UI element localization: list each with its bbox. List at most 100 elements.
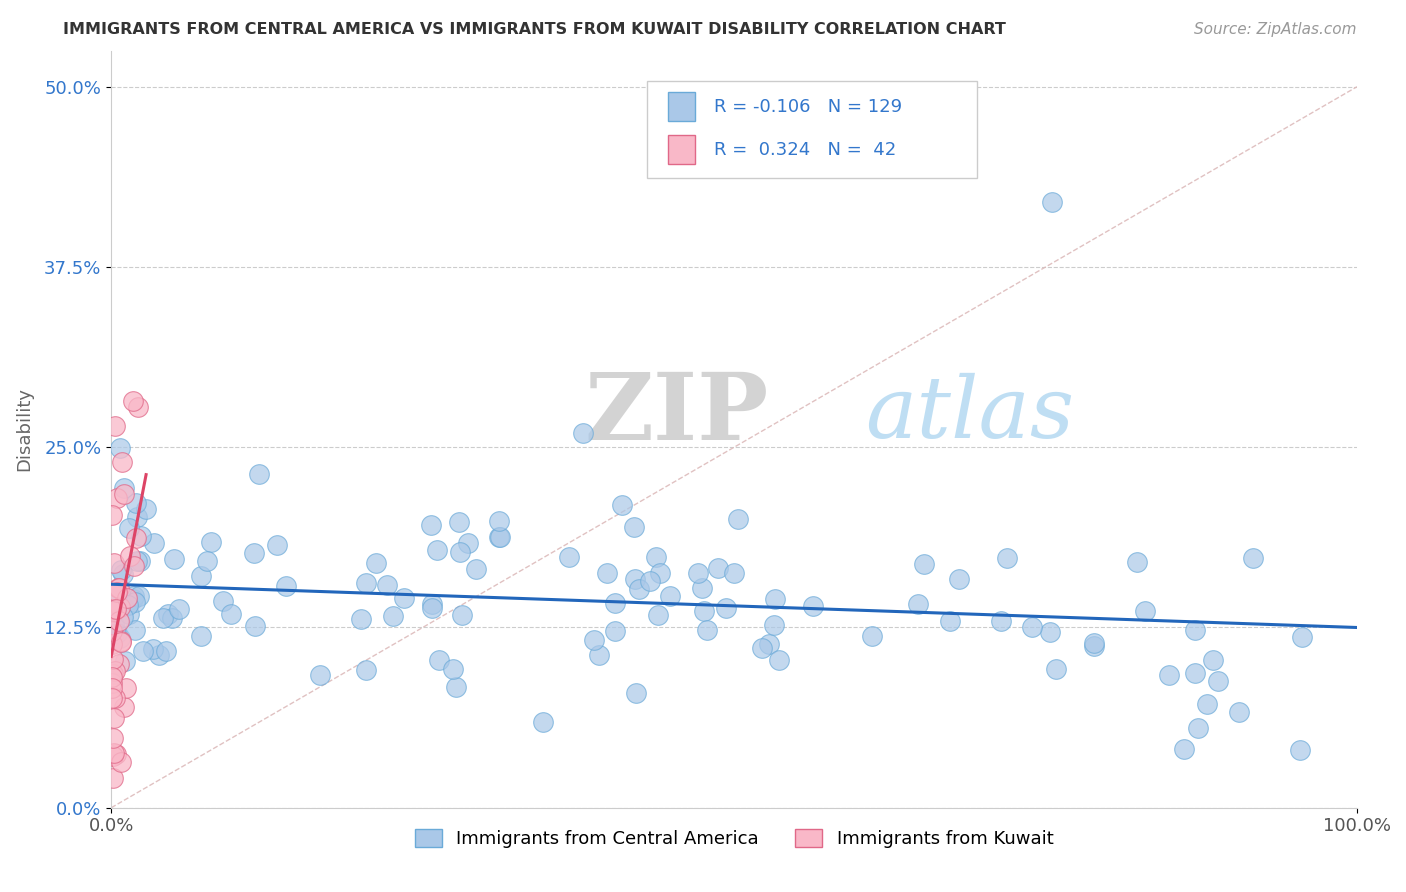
Point (444, 681, 467, 695)
Point (457, 536, 479, 550)
Point (127, 554, 149, 568)
FancyBboxPatch shape (647, 81, 977, 178)
Point (103, 604, 125, 618)
Point (624, 685, 647, 699)
Point (990, 614, 1012, 628)
Point (686, 566, 709, 580)
Point (465, 562, 488, 576)
Point (763, 592, 786, 607)
Point (1202, 653, 1225, 667)
Point (1021, 620, 1043, 634)
Point (1291, 630, 1313, 644)
Point (148, 648, 170, 663)
Point (101, 637, 124, 651)
Point (605, 596, 627, 610)
Point (640, 574, 662, 588)
Point (628, 582, 651, 597)
Point (124, 623, 146, 637)
Point (103, 664, 125, 678)
Point (219, 607, 242, 622)
Point (101, 690, 124, 705)
Bar (668, 136, 696, 164)
Point (449, 516, 471, 530)
Point (101, 624, 124, 639)
Text: ZIP: ZIP (585, 369, 769, 459)
Text: Source: ZipAtlas.com: Source: ZipAtlas.com (1194, 22, 1357, 37)
Point (111, 566, 134, 581)
Point (420, 597, 443, 611)
Text: atlas: atlas (865, 373, 1074, 456)
Point (1040, 195, 1063, 210)
Point (103, 616, 125, 631)
Point (200, 535, 222, 549)
Point (1195, 698, 1218, 712)
Point (489, 530, 512, 544)
Point (108, 615, 131, 629)
Point (382, 609, 405, 624)
Point (101, 652, 124, 666)
Point (1125, 555, 1147, 569)
Point (110, 755, 132, 769)
Point (212, 594, 235, 608)
Point (134, 501, 156, 516)
Point (128, 589, 150, 603)
Point (101, 670, 124, 684)
Point (103, 586, 125, 600)
Point (132, 644, 155, 658)
Point (105, 585, 128, 599)
Point (195, 554, 218, 568)
Bar (668, 92, 696, 121)
Point (163, 552, 186, 566)
Point (377, 578, 399, 592)
Point (108, 657, 131, 671)
Point (127, 510, 149, 524)
Point (588, 648, 610, 662)
Point (650, 566, 672, 580)
Point (114, 681, 136, 696)
Point (125, 496, 148, 510)
Point (596, 566, 619, 581)
Point (364, 556, 387, 570)
Point (103, 746, 125, 760)
Point (112, 486, 135, 500)
Point (101, 601, 124, 615)
Point (693, 604, 716, 618)
Point (1133, 604, 1156, 618)
Point (112, 699, 135, 714)
Point (658, 590, 681, 604)
Point (723, 566, 745, 580)
Point (907, 597, 929, 611)
Point (167, 602, 190, 616)
Point (690, 581, 713, 595)
Point (647, 607, 669, 622)
Point (449, 545, 471, 559)
Point (1187, 722, 1209, 736)
Point (1184, 624, 1206, 638)
Point (103, 627, 125, 641)
Point (1083, 639, 1105, 653)
Point (108, 632, 131, 646)
Point (392, 591, 415, 605)
Point (1039, 624, 1062, 639)
Point (763, 617, 786, 632)
Point (105, 602, 128, 616)
Point (426, 542, 449, 557)
Point (103, 710, 125, 724)
Point (488, 514, 510, 528)
Point (104, 691, 127, 706)
Point (860, 629, 883, 643)
Point (243, 546, 266, 560)
Legend: Immigrants from Central America, Immigrants from Kuwait: Immigrants from Central America, Immigra… (408, 822, 1060, 855)
Point (427, 653, 450, 667)
Text: R =  0.324   N =  42: R = 0.324 N = 42 (714, 141, 897, 159)
Point (104, 747, 127, 761)
Point (1288, 743, 1310, 757)
Point (108, 441, 131, 455)
Point (105, 626, 128, 640)
Point (243, 618, 266, 632)
Point (768, 653, 790, 667)
Point (349, 612, 371, 626)
Point (108, 599, 131, 614)
Point (939, 614, 962, 628)
Point (117, 598, 139, 612)
